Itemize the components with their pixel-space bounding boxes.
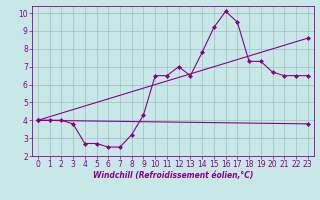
X-axis label: Windchill (Refroidissement éolien,°C): Windchill (Refroidissement éolien,°C) [92, 171, 253, 180]
